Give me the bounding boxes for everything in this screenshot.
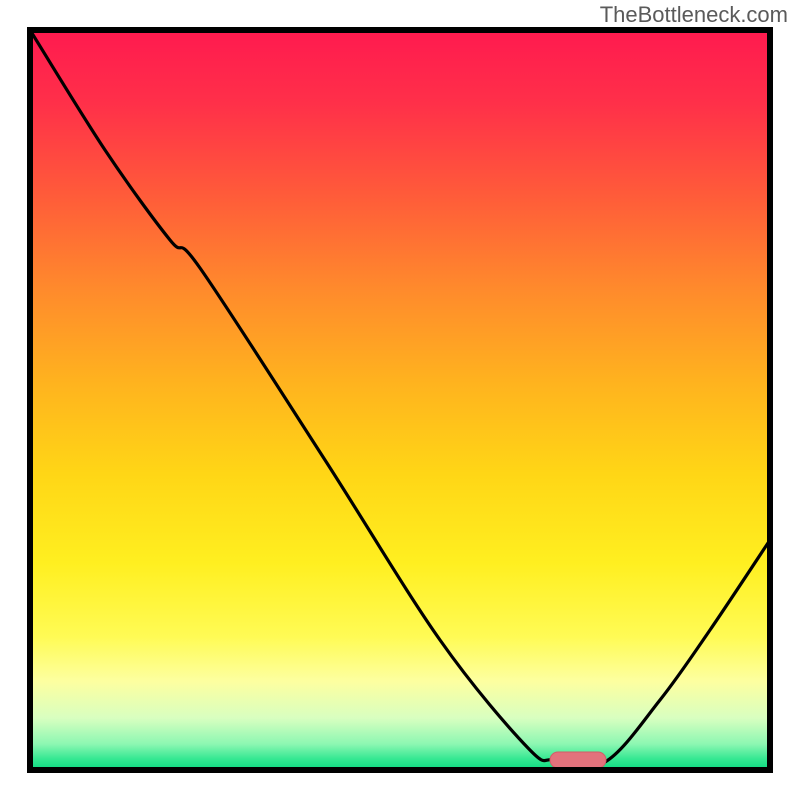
optimum-marker [550,752,606,768]
watermark-text: TheBottleneck.com [600,2,788,28]
bottleneck-chart [0,0,800,800]
gradient-background [30,30,770,770]
